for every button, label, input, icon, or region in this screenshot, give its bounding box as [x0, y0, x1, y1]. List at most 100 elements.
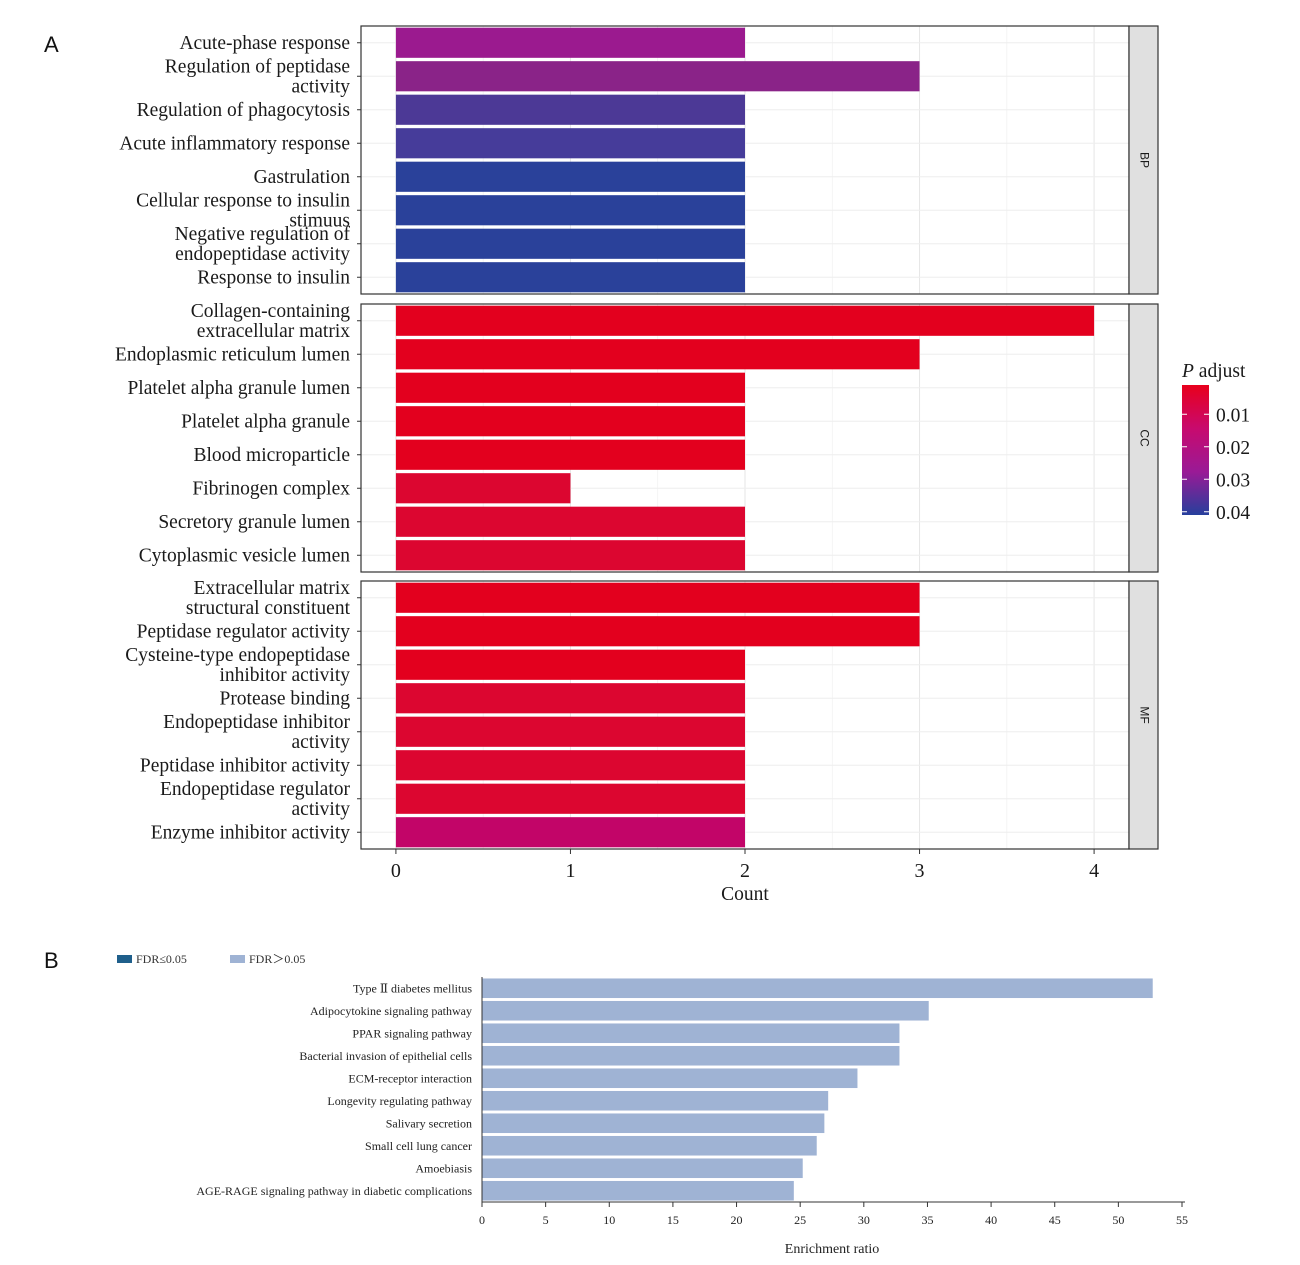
- category-label-line: Regulation of phagocytosis: [137, 100, 350, 121]
- category-label-line: Collagen-containing: [191, 301, 350, 322]
- bar-mf-2: [395, 616, 920, 647]
- color-bar-title: P adjust: [1181, 361, 1246, 382]
- x-tick-label: 2: [740, 860, 750, 882]
- bar-b-8: [482, 1135, 817, 1156]
- facet-strip-label: MF: [1137, 706, 1151, 723]
- category-label-line: Endoplasmic reticulum lumen: [115, 344, 350, 365]
- bar-mf-5: [395, 716, 745, 747]
- category-label: Response to insulin: [197, 267, 350, 288]
- bar-cc-5: [395, 439, 745, 470]
- legend-label: FDR＞0.05: [249, 952, 305, 966]
- bar-bp-6: [395, 195, 745, 226]
- x-tick-label: 5: [543, 1213, 549, 1227]
- bar-cc-2: [395, 339, 920, 370]
- category-label-line: Platelet alpha granule lumen: [127, 378, 350, 399]
- panel-b-label: B: [44, 948, 59, 973]
- color-bar: [1182, 385, 1209, 515]
- category-label: Regulation of phagocytosis: [137, 100, 350, 121]
- panel-a-label: A: [44, 32, 59, 57]
- category-label-line: Gastrulation: [254, 167, 351, 188]
- category-label-b: Type Ⅱ diabetes mellitus: [353, 981, 472, 995]
- category-label-b: ECM-receptor interaction: [348, 1071, 472, 1085]
- bar-b-7: [482, 1113, 825, 1134]
- bar-cc-1: [395, 305, 1095, 336]
- category-label-line: Platelet alpha granule: [181, 411, 350, 432]
- category-label-line: Cellular response to insulin: [136, 190, 350, 211]
- x-tick-label: 10: [603, 1213, 615, 1227]
- color-bar-tick-label: 0.04: [1216, 503, 1250, 524]
- facet-strip-label: CC: [1137, 429, 1151, 447]
- facet-strip: [1128, 25, 1159, 295]
- category-label: Gastrulation: [254, 167, 351, 188]
- facet-strip-label: BP: [1137, 152, 1151, 168]
- legend-swatch: [117, 955, 132, 963]
- color-bar-tick-label: 0.01: [1216, 405, 1250, 426]
- category-label-line: Secretory granule lumen: [158, 512, 350, 533]
- category-label: Enzyme inhibitor activity: [151, 822, 351, 843]
- facet-cc: Collagen-containing extracellular matrixE…: [115, 301, 1159, 573]
- category-label-line: Response to insulin: [197, 267, 350, 288]
- x-tick-label: 25: [794, 1213, 806, 1227]
- category-label-line: activity: [292, 799, 351, 820]
- category-label-line: stimuus: [289, 210, 350, 231]
- color-bar-tick-label: 0.03: [1216, 470, 1250, 491]
- category-label: Secretory granule lumen: [158, 512, 350, 533]
- category-label-line: Endopeptidase regulator: [160, 779, 351, 800]
- bar-mf-7: [395, 783, 745, 814]
- bar-b-10: [482, 1180, 794, 1201]
- category-label: Platelet alpha granule lumen: [127, 378, 350, 399]
- bar-mf-1: [395, 582, 920, 613]
- category-label-line: Peptidase regulator activity: [137, 621, 351, 642]
- category-label: Peptidase regulator activity: [137, 621, 351, 642]
- category-label-line: Negative regulation of: [175, 224, 351, 245]
- bar-cc-6: [395, 473, 571, 504]
- bar-mf-4: [395, 683, 745, 714]
- category-label: Negative regulation of endopeptidase acti…: [175, 224, 351, 265]
- color-bar-title-rest: adjust: [1194, 361, 1246, 382]
- x-tick-label: 15: [667, 1213, 679, 1227]
- category-label-line: Protease binding: [219, 688, 350, 709]
- x-axis-title: Enrichment ratio: [785, 1242, 879, 1257]
- bar-cc-3: [395, 372, 745, 403]
- bar-cc-7: [395, 506, 745, 537]
- bar-cc-8: [395, 540, 745, 571]
- bar-mf-8: [395, 817, 745, 848]
- legend-label: FDR≤0.05: [136, 952, 187, 966]
- facet-strip: [1128, 303, 1159, 573]
- category-label-b: PPAR signaling pathway: [352, 1026, 472, 1040]
- bar-bp-5: [395, 161, 745, 192]
- bar-bp-7: [395, 228, 745, 259]
- x-tick-label: 0: [479, 1213, 485, 1227]
- x-axis-title: Count: [721, 884, 769, 905]
- category-label-line: Acute-phase response: [179, 33, 350, 54]
- x-tick-label: 4: [1089, 860, 1099, 882]
- category-label: Acute-phase response: [179, 33, 350, 54]
- category-label: Platelet alpha granule: [181, 411, 350, 432]
- x-tick-label: 45: [1049, 1213, 1061, 1227]
- category-label: Cellular response to insulin stimuus: [136, 190, 350, 231]
- category-label-line: Enzyme inhibitor activity: [151, 822, 351, 843]
- bar-bp-1: [395, 27, 745, 58]
- category-label-line: Cytoplasmic vesicle lumen: [139, 545, 350, 566]
- legend-swatch: [230, 955, 245, 963]
- category-label-line: Extracellular matrix: [194, 578, 351, 599]
- category-label: Cytoplasmic vesicle lumen: [139, 545, 350, 566]
- bar-cc-4: [395, 406, 745, 437]
- category-label-b: Bacterial invasion of epithelial cells: [299, 1049, 472, 1063]
- category-label-line: Cysteine-type endopeptidase: [125, 645, 350, 666]
- x-tick-label: 55: [1176, 1213, 1188, 1227]
- x-tick-label: 30: [858, 1213, 870, 1227]
- category-label: Fibrinogen complex: [192, 478, 350, 499]
- x-tick-label: 3: [915, 860, 925, 882]
- bar-bp-8: [395, 262, 745, 293]
- category-label-line: Regulation of peptidase: [165, 56, 350, 77]
- bar-bp-3: [395, 94, 745, 125]
- x-tick-label: 40: [985, 1213, 997, 1227]
- category-label-line: Blood microparticle: [194, 445, 351, 466]
- category-label-line: Fibrinogen complex: [192, 478, 350, 499]
- x-tick-label: 1: [565, 860, 575, 882]
- color-bar-tick-label: 0.02: [1216, 438, 1250, 459]
